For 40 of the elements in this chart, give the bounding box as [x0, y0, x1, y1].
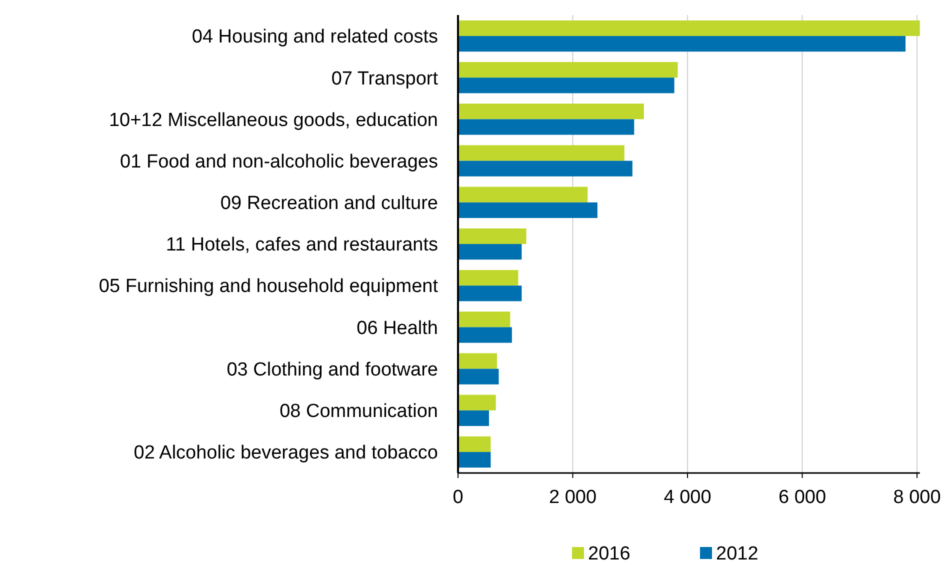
x-tick-label: 2 000	[548, 487, 597, 508]
bar	[458, 160, 632, 176]
bar	[458, 436, 491, 452]
bar	[458, 145, 624, 161]
bar	[458, 410, 489, 426]
bar	[458, 186, 588, 202]
bar	[458, 270, 518, 286]
bar	[458, 119, 634, 135]
bar	[458, 244, 522, 260]
x-tick-label: 8 000	[893, 487, 941, 508]
bar	[458, 228, 526, 244]
bar	[458, 394, 496, 410]
x-tick-label: 6 000	[778, 487, 826, 508]
y-tick-label: 03 Clothing and footware	[226, 359, 438, 380]
bar	[458, 62, 678, 78]
bar	[458, 104, 644, 120]
bar	[458, 368, 499, 384]
bar	[458, 286, 522, 302]
y-tick-label: 05 Furnishing and household equipment	[98, 276, 439, 298]
bar	[458, 78, 674, 94]
y-tick-label: 06 Health	[356, 318, 438, 339]
y-tick-label: 04 Housing and related costs	[192, 26, 438, 48]
y-tick-label: 01 Food and non-alcoholic beverages	[120, 151, 438, 172]
bar	[458, 353, 498, 369]
legend-label: 2016	[588, 544, 630, 564]
bar	[458, 452, 491, 468]
y-tick-label: 10+12 Miscellaneous goods, education	[108, 110, 438, 131]
x-tick-label: 0	[452, 487, 464, 508]
y-tick-label: 02 Alcoholic beverages and tobacco	[134, 442, 438, 464]
bar	[458, 36, 906, 52]
y-tick-label: 08 Communication	[280, 401, 438, 422]
x-tick-label: 4 000	[664, 487, 712, 508]
y-tick-label: 09 Recreation and culture	[220, 193, 438, 214]
bar	[458, 202, 598, 218]
bar	[458, 327, 512, 343]
bar	[458, 20, 920, 36]
bar	[458, 312, 510, 328]
y-tick-label: 07 Transport	[331, 68, 439, 90]
legend-label: 2012	[716, 544, 758, 564]
y-tick-label: 11 Hotels, cafes and restaurants	[166, 234, 438, 256]
